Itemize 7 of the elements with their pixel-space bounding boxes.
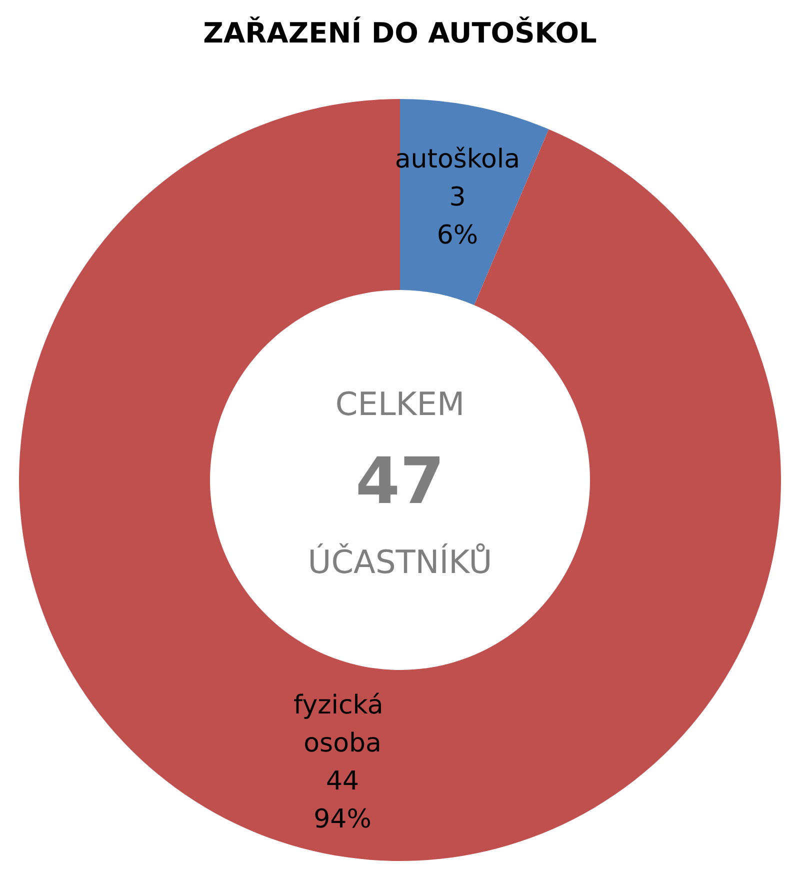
data-label: 44 94% [314, 766, 372, 835]
chart-title: ZAŘAZENÍ DO AUTOŠKOL [203, 16, 598, 50]
text: CELKEM [335, 385, 465, 423]
slice-label: fyzická osoba [294, 690, 392, 759]
data-label: 3 6% [436, 182, 478, 250]
text: ÚČASTNÍKŮ [308, 543, 492, 581]
text: 47 [355, 445, 445, 519]
